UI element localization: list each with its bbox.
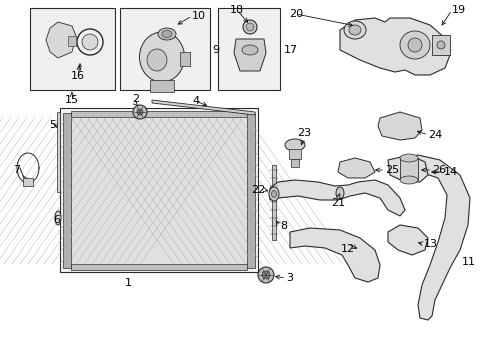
Ellipse shape: [268, 187, 279, 201]
Bar: [290, 159, 298, 167]
Polygon shape: [387, 155, 427, 182]
Text: 22: 22: [250, 185, 264, 195]
Ellipse shape: [335, 187, 343, 199]
Polygon shape: [339, 18, 449, 75]
Polygon shape: [46, 22, 76, 58]
Polygon shape: [152, 100, 254, 115]
Ellipse shape: [407, 38, 421, 52]
Bar: [246, 113, 254, 268]
Ellipse shape: [139, 32, 184, 82]
Text: 13: 13: [423, 239, 437, 249]
Circle shape: [262, 271, 269, 279]
Ellipse shape: [82, 34, 98, 50]
Ellipse shape: [285, 139, 305, 151]
Text: 5: 5: [49, 120, 56, 130]
Text: 26: 26: [431, 165, 445, 175]
Bar: [23, 178, 33, 186]
Bar: [30, 8, 115, 90]
Bar: [68, 36, 76, 46]
Text: 23: 23: [296, 128, 310, 138]
Bar: [71, 117, 246, 264]
Bar: [271, 165, 275, 240]
Polygon shape: [337, 158, 374, 178]
Ellipse shape: [162, 31, 172, 37]
Text: 15: 15: [65, 95, 79, 105]
Text: 11: 11: [461, 257, 475, 267]
Bar: [180, 52, 190, 66]
Text: 21: 21: [330, 198, 345, 208]
Bar: [71, 264, 246, 270]
Ellipse shape: [348, 25, 360, 35]
Text: 2: 2: [132, 94, 139, 104]
Text: 4: 4: [192, 96, 199, 106]
Text: 8: 8: [280, 221, 286, 231]
Circle shape: [258, 267, 273, 283]
Bar: [71, 111, 246, 117]
Ellipse shape: [243, 20, 257, 34]
Text: 6: 6: [53, 215, 60, 225]
Polygon shape: [234, 39, 265, 71]
Text: 24: 24: [427, 130, 441, 140]
Text: 19: 19: [451, 5, 465, 15]
Text: 25: 25: [384, 165, 398, 175]
Ellipse shape: [147, 49, 167, 71]
Text: 20: 20: [288, 9, 303, 19]
Text: 17: 17: [284, 45, 298, 55]
Text: 12: 12: [340, 244, 354, 254]
Text: 9: 9: [212, 45, 219, 55]
Ellipse shape: [55, 211, 61, 225]
Polygon shape: [269, 180, 404, 216]
Ellipse shape: [436, 41, 444, 49]
Text: 7: 7: [13, 165, 20, 175]
Circle shape: [137, 109, 142, 115]
Bar: [63, 113, 71, 268]
Ellipse shape: [399, 154, 417, 162]
Text: 1: 1: [124, 278, 131, 288]
Ellipse shape: [399, 176, 417, 184]
Bar: [218, 8, 280, 90]
Bar: [288, 149, 301, 159]
Bar: [57, 112, 60, 192]
Bar: [120, 8, 209, 90]
Circle shape: [133, 105, 147, 119]
Polygon shape: [377, 112, 421, 140]
Bar: [150, 80, 174, 92]
Ellipse shape: [399, 31, 429, 59]
Ellipse shape: [158, 28, 176, 40]
Polygon shape: [289, 228, 379, 282]
Ellipse shape: [245, 23, 253, 31]
Text: 10: 10: [192, 11, 205, 21]
Polygon shape: [399, 155, 469, 320]
Ellipse shape: [343, 21, 365, 39]
Text: 16: 16: [71, 71, 85, 81]
Bar: [399, 158, 417, 180]
Text: 14: 14: [443, 167, 457, 177]
Text: 18: 18: [229, 5, 244, 15]
Polygon shape: [387, 225, 427, 255]
Ellipse shape: [242, 45, 258, 55]
Bar: [431, 35, 449, 55]
Ellipse shape: [271, 190, 276, 198]
Text: 3: 3: [285, 273, 292, 283]
Bar: [60, 108, 258, 272]
